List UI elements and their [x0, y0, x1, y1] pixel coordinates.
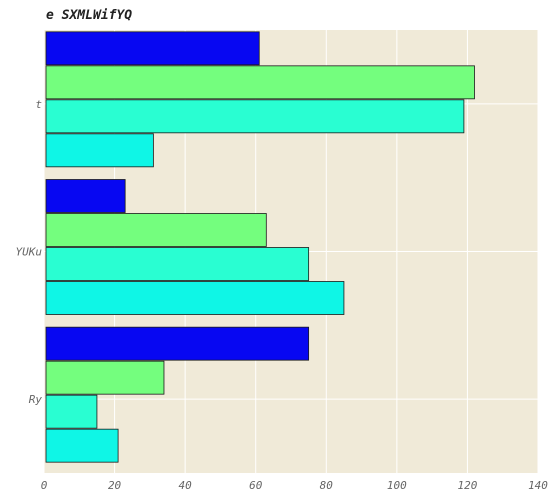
x-tick-label: 40 [179, 479, 193, 492]
bar [45, 213, 267, 247]
x-tick-label: 120 [457, 479, 477, 492]
bar [45, 360, 165, 395]
bar [45, 281, 345, 315]
bar [45, 99, 465, 134]
bar [45, 428, 119, 463]
y-tick-label: t [35, 98, 42, 111]
bar [45, 394, 98, 429]
bar [45, 247, 310, 281]
x-tick-label: 100 [387, 479, 407, 492]
bar [45, 179, 126, 213]
bar [45, 133, 154, 168]
bar [45, 326, 310, 361]
x-tick-label: 140 [528, 479, 548, 492]
x-tick-label: 0 [41, 479, 48, 492]
bar [45, 31, 260, 66]
x-tick-label: 20 [108, 479, 122, 492]
bar [45, 65, 475, 100]
chart-title: e SXMLWifYQ [46, 8, 133, 23]
y-tick-label: Ry [29, 393, 43, 406]
y-tick-label: YUKu [16, 246, 43, 259]
x-tick-label: 80 [320, 479, 334, 492]
x-tick-label: 60 [249, 479, 263, 492]
